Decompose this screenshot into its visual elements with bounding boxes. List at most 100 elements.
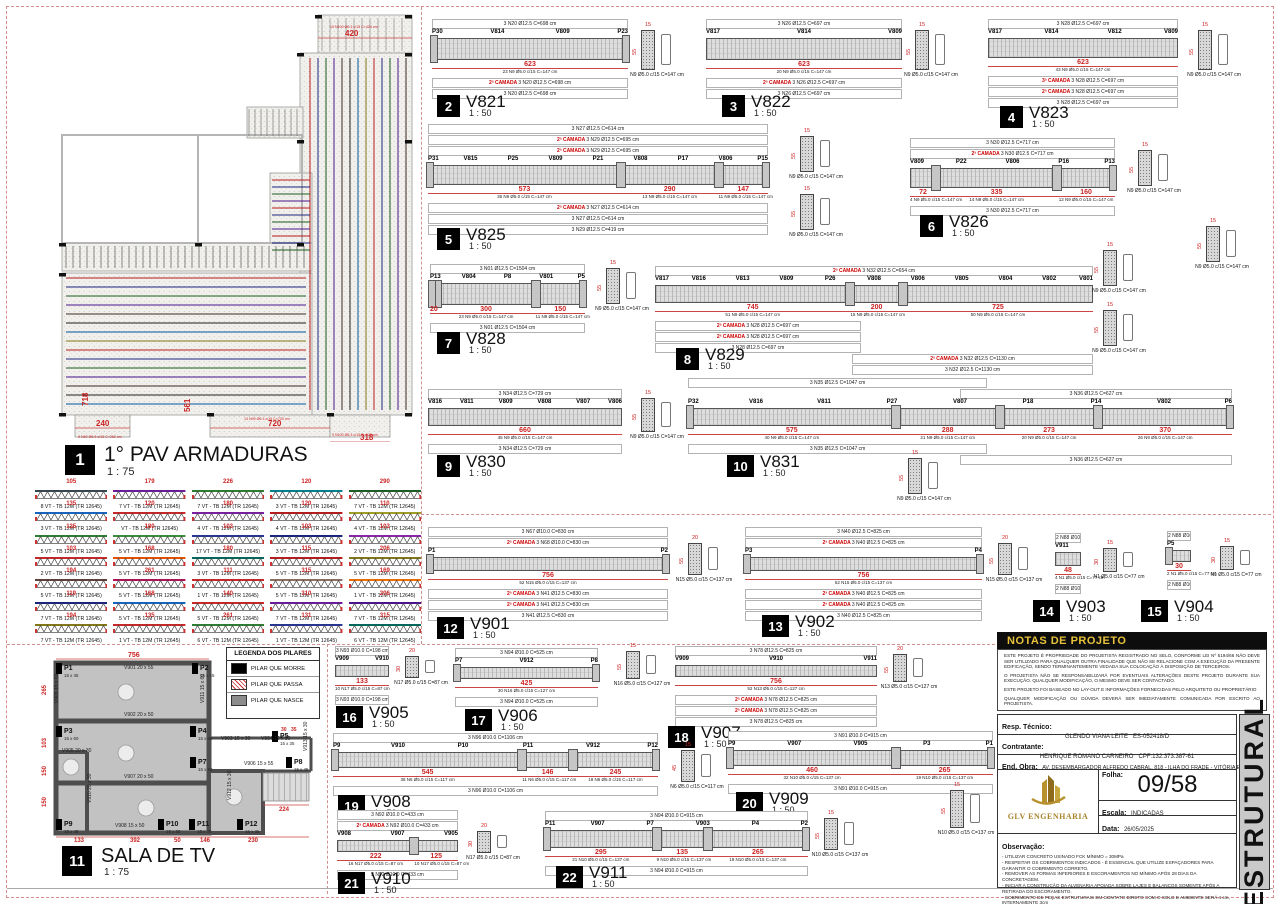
truss-label: 1 VT - TB 12M (TR 12645) — [118, 637, 181, 644]
section-stirrup-outline — [1240, 550, 1250, 565]
truss-label: 5 VT - TB 12M (TR 12645) — [197, 615, 259, 622]
support-column — [931, 165, 942, 191]
beam-bar — [655, 285, 1093, 303]
rebar-note-below: 3 N96 Ø10.0 C=1106 cm — [333, 786, 658, 796]
stirrup-count: 32 N10 Ø5.0 c/15 C=137 cm — [783, 775, 841, 780]
svg-text:V912 15 x 30: V912 15 x 30 — [227, 770, 233, 800]
item-number-17: 17 — [465, 709, 492, 731]
svg-text:718: 718 — [81, 392, 90, 406]
legend-swatch-gray — [231, 695, 247, 706]
rebar-note-above: 2ª CAMADA 3 N30 Ø12.5 C=717 cm — [910, 149, 1115, 159]
item-number-1: 1 — [65, 445, 95, 475]
support-column — [426, 162, 434, 188]
support-label: V909 — [335, 656, 350, 662]
svg-text:420: 420 — [345, 29, 359, 38]
section-cut — [626, 651, 640, 679]
section-stirrup-outline — [1018, 547, 1028, 570]
truss-dim: 169 — [379, 568, 390, 575]
truss-dim: 206 — [379, 590, 390, 597]
svg-text:133: 133 — [74, 838, 85, 844]
rebar-note-above: 3 N20 Ø12.5 C=698 cm — [432, 19, 628, 29]
beam-scale: 1 : 50 — [372, 719, 395, 729]
support-column — [430, 35, 438, 63]
beam-name: V821 — [466, 92, 506, 111]
svg-text:V909 15 x 60: V909 15 x 60 — [54, 673, 60, 703]
dim-segment: 370 26 N9 Ø5.0 c/15 C=147 cm — [1098, 427, 1232, 443]
stirrup-count: 4 N1 Ø5.0 c/15 C=77 cm — [1055, 575, 1105, 580]
support-column — [713, 162, 724, 188]
section-height-dim: 55 — [899, 474, 905, 481]
support-column — [428, 280, 436, 308]
dim-value: 265 — [938, 767, 951, 774]
section-height-dim: 55 — [884, 666, 890, 673]
support-label: P10 — [457, 743, 469, 749]
section-stirrup-outline — [661, 402, 671, 427]
support-label: V809 — [910, 159, 925, 165]
support-column — [891, 747, 902, 769]
dim-segment: 160 12 N9 Ø5.0 c/15 C=147 cm — [1057, 189, 1115, 205]
rebar-note-below: 3 N20 Ø12.5 C=698 cm — [432, 89, 628, 99]
dim-value: 245 — [609, 769, 622, 776]
support-label: V817 — [655, 276, 670, 282]
truss-item: 110 4 VT - TB 12M (TR 12645) — [348, 501, 421, 532]
rebar-note-above: 3 N27 Ø12.5 C=614 cm — [428, 124, 768, 134]
support-label: V911 — [1055, 543, 1069, 549]
section-width-dim: 15 — [629, 643, 637, 649]
svg-text:V907 20 x 50: V907 20 x 50 — [124, 774, 154, 780]
svg-text:V904 15 x 30: V904 15 x 30 — [261, 736, 291, 742]
truss-dim: 120 — [144, 501, 155, 508]
observacao-line: - COBRIMENTO DE PEÇAS ESTRUTURAIS EM CON… — [1002, 894, 1230, 904]
beam-scale: 1 : 50 — [704, 739, 727, 749]
stirrup-count: 51 N9 Ø5.0 c/15 C=147 cm — [725, 312, 781, 317]
support-label: P22 — [955, 159, 967, 165]
support-column — [762, 162, 770, 188]
truss-item: 180 5 VT - TB 12M (TR 12645) — [113, 524, 186, 555]
dim-segment: 660 45 N9 Ø5.0 c/15 C=147 cm — [428, 427, 622, 443]
support-column — [702, 827, 713, 851]
stirrup-count: 12 N9 Ø5.0 c/15 C=147 cm — [1058, 197, 1114, 202]
support-label: P27 — [886, 399, 898, 405]
truss-drawing-icon — [191, 579, 265, 589]
support-label: P1 — [985, 741, 993, 747]
rebar-note-below: 3 N27 Ø12.5 C=614 cm — [428, 214, 768, 224]
truss-item: 103 17 VT - TB 12M (TR 12645) — [191, 524, 265, 555]
beam-bar — [688, 408, 1232, 426]
truss-dim: 120 — [301, 479, 312, 485]
support-column — [622, 35, 630, 63]
support-label: P4 — [751, 821, 760, 827]
support-label: V907 — [390, 831, 405, 837]
truss-label: VT - TB 12M (TR 12645) — [121, 526, 179, 533]
truss-drawing-icon — [113, 579, 186, 589]
item-number-6: 6 — [920, 215, 943, 237]
beam-bar — [910, 168, 1115, 188]
truss-label: 4 VT - TB 12M (TR 12645) — [275, 526, 337, 533]
dim-value: 300 — [480, 306, 492, 313]
beam-scale: 1 : 50 — [469, 241, 492, 251]
dim-value: 265 — [752, 849, 764, 856]
truss-dim: 140 — [222, 590, 233, 597]
section-label: N16 Ø5.0 c/15 C=127 cm — [613, 681, 671, 687]
truss-item: 103 2 VT - TB 12M (TR 12645) — [35, 546, 108, 577]
truss-dim: 261 — [222, 612, 233, 619]
truss-item: 315 5 VT - TB 12M (TR 12645) — [270, 568, 343, 599]
beam-scale: 1 : 50 — [1069, 613, 1092, 623]
truss-drawing-icon — [35, 623, 108, 633]
beam-name: V822 — [751, 92, 791, 111]
support-label: V817 — [706, 29, 721, 35]
svg-text:P7: P7 — [198, 759, 207, 766]
sala-scale: 1 : 75 — [104, 867, 130, 878]
item-number-22: 22 — [556, 866, 583, 888]
beam-top-labels: P11 V907 P7 V903 P4 P2 — [545, 821, 808, 829]
dim-segment: 135 9 N10 Ø5.0 c/15 C=137 cm — [656, 849, 711, 865]
beam-bar — [335, 665, 389, 677]
dim-value: 623 — [524, 61, 536, 68]
rebar-note-below: 2ª CAMADA 3 N20 Ø12.5 C=698 cm — [432, 78, 628, 88]
dim-segment: 72 4 N9 Ø5.0 c/15 C=147 cm — [910, 189, 962, 205]
beam-scale: 1 : 50 — [374, 885, 397, 895]
section-width-dim: 15 — [1141, 142, 1149, 148]
section-width-dim: 15 — [1201, 22, 1209, 28]
section-width-dim: 15 — [609, 260, 617, 266]
svg-text:V910 20 x 30: V910 20 x 30 — [87, 773, 93, 803]
stirrup-count: 21 N9 Ø5.0 c/15 C=147 cm — [920, 435, 976, 440]
